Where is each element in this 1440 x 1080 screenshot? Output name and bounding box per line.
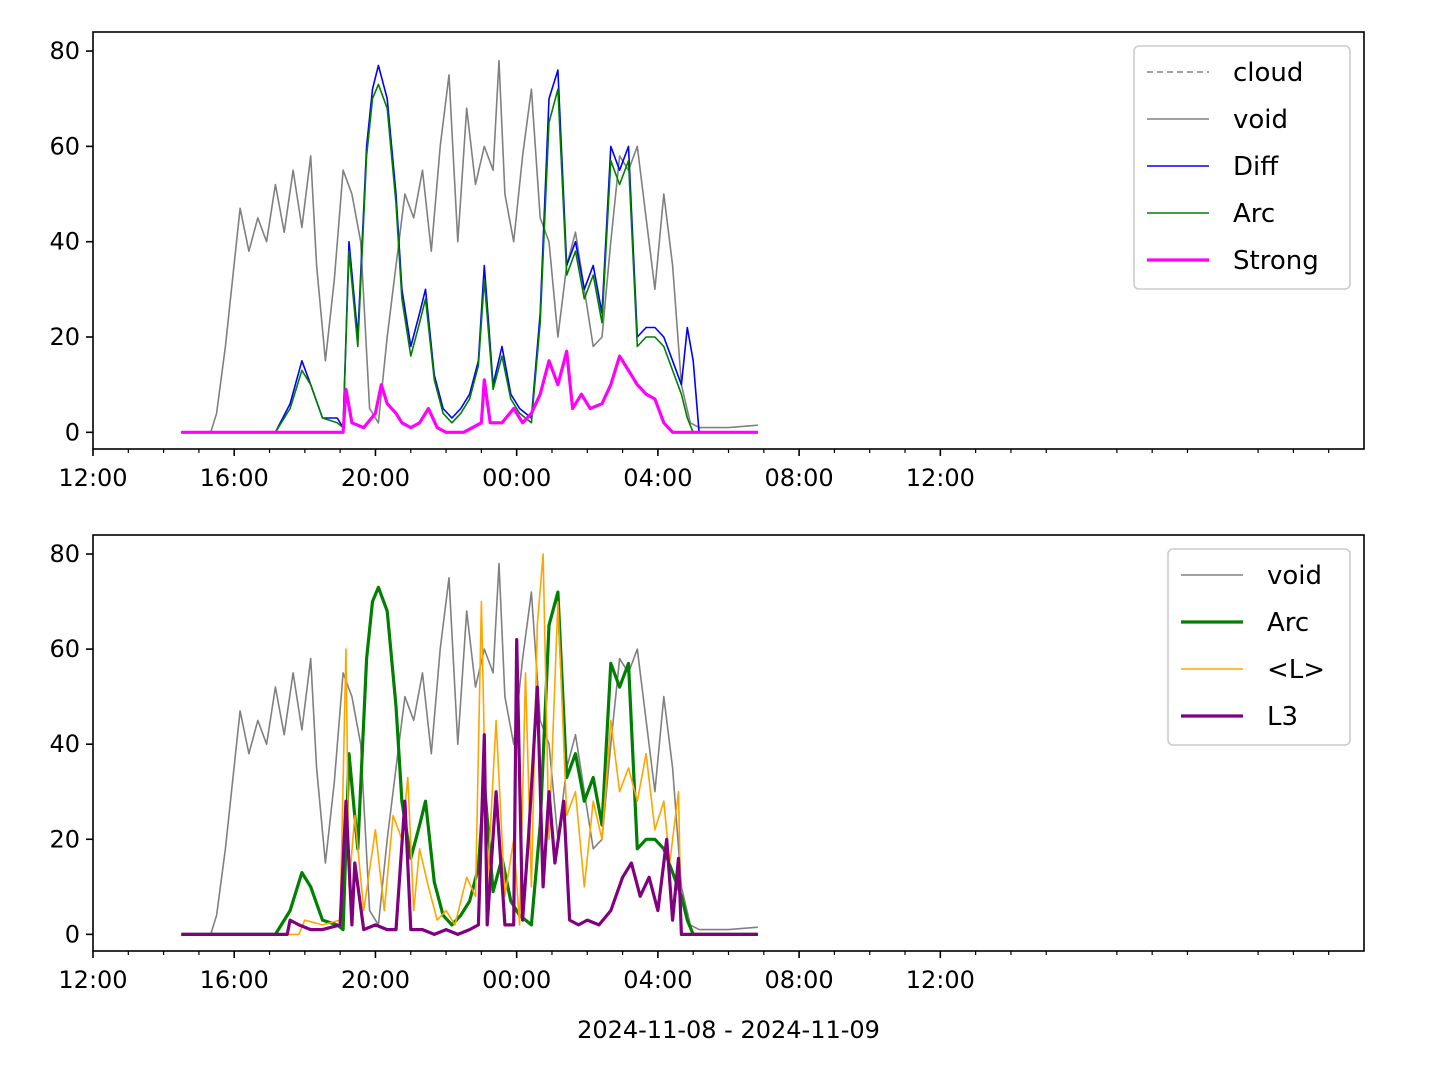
x-tick-label: 12:00 — [58, 966, 127, 994]
legend-label: <L> — [1267, 655, 1325, 685]
legend-label: Arc — [1233, 199, 1275, 229]
legend-box — [1167, 548, 1351, 746]
x-axis-label: 2024-11-08 - 2024-11-09 — [577, 1016, 880, 1044]
series-line-void — [181, 562, 758, 936]
chart-panel-1: 0 20 40 60 80 12:00 16:00 20:00 00:00 04:00 08:00 1… — [49, 31, 1365, 492]
series-line-strong — [181, 349, 758, 434]
legend: void Arc <L> L3 — [1167, 548, 1351, 746]
x-tick-label: 12:00 — [906, 464, 975, 492]
series-line-l — [181, 553, 758, 936]
series-line-void — [181, 59, 758, 434]
x-tick-label: 12:00 — [906, 966, 975, 994]
legend-label: Strong — [1233, 246, 1319, 276]
y-tick-label: 20 — [49, 323, 80, 351]
legend-label: cloud — [1233, 58, 1303, 88]
x-tick-label: 20:00 — [341, 464, 410, 492]
y-tick-label: 60 — [49, 132, 80, 160]
x-tick-label: 04:00 — [623, 464, 692, 492]
legend-label: void — [1233, 105, 1288, 135]
legend-label: L3 — [1267, 702, 1298, 732]
y-tick-label: 40 — [49, 730, 80, 758]
legend-label: Arc — [1267, 608, 1309, 638]
x-tick-label: 08:00 — [765, 464, 834, 492]
legend-label: Diff — [1233, 152, 1279, 182]
legend: cloud void Diff Arc Strong — [1133, 45, 1351, 290]
x-tick-label: 16:00 — [200, 966, 269, 994]
series-line-diff — [181, 64, 758, 434]
x-tick-label: 00:00 — [482, 966, 551, 994]
x-tick-label: 20:00 — [341, 966, 410, 994]
legend-label: void — [1267, 561, 1322, 591]
series-line-arc — [181, 83, 758, 434]
y-tick-label: 0 — [65, 418, 80, 446]
legend-box — [1133, 45, 1351, 290]
y-tick-label: 60 — [49, 635, 80, 663]
x-tick-label: 08:00 — [765, 966, 834, 994]
y-tick-label: 20 — [49, 825, 80, 853]
y-tick-label: 40 — [49, 228, 80, 256]
chart-panel-2: 0 20 40 60 80 12:00 16:00 20:00 00:00 04:00 08:00 1… — [49, 534, 1365, 1044]
x-tick-label: 16:00 — [200, 464, 269, 492]
x-tick-label: 00:00 — [482, 464, 551, 492]
x-tick-label: 12:00 — [58, 464, 127, 492]
series-line-l3 — [181, 638, 758, 936]
x-tick-label: 04:00 — [623, 966, 692, 994]
y-tick-label: 80 — [49, 540, 80, 568]
y-tick-label: 80 — [49, 37, 80, 65]
y-tick-label: 0 — [65, 920, 80, 948]
